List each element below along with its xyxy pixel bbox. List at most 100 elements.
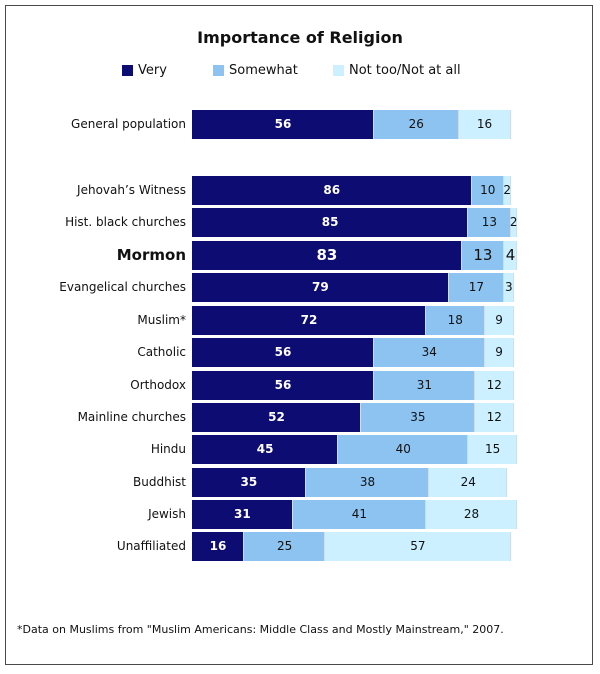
data-label-very-hindu: 45 [256, 442, 274, 456]
bar-very-mainline-churches [192, 403, 361, 432]
data-label-very-hist-black-churches: 85 [321, 215, 339, 229]
bar-not-too-mainline-churches [474, 403, 514, 432]
category-label-evangelical-churches: Evangelical churches [59, 280, 186, 294]
legend-item-very: Very [122, 63, 167, 78]
bar-not-too-buddhist [429, 468, 508, 497]
bar-somewhat-evangelical-churches [448, 273, 504, 302]
data-label-not-too-evangelical-churches: 3 [505, 280, 513, 294]
chart-frame [5, 5, 593, 665]
bar-very-catholic [192, 338, 374, 367]
data-label-very-general-population: 56 [274, 117, 292, 131]
data-label-somewhat-general-population: 26 [408, 117, 424, 131]
legend-swatch-not-too [333, 65, 344, 76]
legend-item-somewhat: Somewhat [213, 63, 298, 78]
data-label-not-too-hist-black-churches: 2 [509, 215, 518, 229]
data-label-not-too-catholic: 9 [495, 345, 503, 359]
data-label-very-evangelical-churches: 79 [312, 280, 329, 294]
category-label-jewish: Jewish [148, 507, 186, 521]
bar-somewhat-mormon [461, 241, 504, 270]
bar-very-mormon [192, 241, 462, 270]
data-label-not-too-mormon: 4 [505, 246, 516, 264]
bar-somewhat-buddhist [305, 468, 430, 497]
bar-somewhat-general-population [374, 110, 459, 139]
bar-not-too-hist-black-churches [510, 208, 517, 237]
chart-title: Importance of Religion [197, 28, 403, 47]
category-label-buddhist: Buddhist [133, 475, 186, 489]
data-label-not-too-orthodox: 12 [486, 378, 502, 392]
data-label-very-jehovah-s-witness: 86 [323, 183, 341, 197]
bar-not-too-jewish [426, 500, 517, 529]
data-label-somewhat-catholic: 34 [421, 345, 437, 359]
bar-somewhat-catholic [374, 338, 485, 367]
legend: Very Somewhat Not too/Not at all [0, 63, 600, 81]
bar-very-muslim [192, 306, 426, 335]
data-label-not-too-muslim: 9 [495, 313, 503, 327]
data-label-somewhat-jewish: 41 [351, 507, 368, 521]
category-label-orthodox: Orthodox [130, 378, 186, 392]
data-label-not-too-jehovah-s-witness: 2 [503, 183, 512, 197]
bar-not-too-orthodox [474, 371, 514, 400]
bar-somewhat-hist-black-churches [468, 208, 511, 237]
data-label-very-catholic: 56 [274, 345, 292, 359]
category-label-muslim: Muslim* [137, 313, 186, 327]
legend-item-not-too: Not too/Not at all [333, 63, 461, 78]
category-label-jehovah-s-witness: Jehovah’s Witness [77, 183, 186, 197]
bar-very-jewish [192, 500, 293, 529]
bar-not-too-catholic [484, 338, 514, 367]
data-label-not-too-mainline-churches: 12 [486, 410, 502, 424]
bar-not-too-hindu [468, 435, 517, 464]
category-label-general-population: General population [71, 117, 186, 131]
bar-not-too-jehovah-s-witness [504, 176, 511, 205]
bar-very-hindu [192, 435, 339, 464]
data-label-not-too-buddhist: 24 [460, 475, 476, 489]
data-label-somewhat-hist-black-churches: 13 [481, 215, 498, 229]
legend-label-not-too: Not too/Not at all [349, 63, 461, 78]
data-label-not-too-hindu: 15 [484, 442, 501, 456]
data-label-very-unaffiliated: 16 [209, 539, 227, 553]
bar-very-evangelical-churches [192, 273, 449, 302]
bar-not-too-general-population [458, 110, 511, 139]
data-label-very-muslim: 72 [300, 313, 318, 327]
data-label-very-jewish: 31 [234, 507, 251, 521]
data-label-not-too-unaffiliated: 57 [410, 539, 426, 553]
category-label-unaffiliated: Unaffiliated [116, 539, 186, 553]
bar-very-unaffiliated [192, 532, 244, 561]
bar-somewhat-orthodox [374, 371, 475, 400]
data-label-somewhat-buddhist: 38 [359, 475, 376, 489]
data-label-very-mainline-churches: 52 [268, 410, 285, 424]
data-label-not-too-general-population: 16 [476, 117, 493, 131]
legend-swatch-somewhat [213, 65, 224, 76]
bar-not-too-muslim [484, 306, 514, 335]
data-label-very-mormon: 83 [316, 246, 338, 264]
bar-very-buddhist [192, 468, 306, 497]
bar-somewhat-jewish [292, 500, 426, 529]
bar-very-orthodox [192, 371, 374, 400]
bar-somewhat-unaffiliated [244, 532, 326, 561]
bar-not-too-mormon [504, 241, 517, 270]
data-label-somewhat-muslim: 18 [447, 313, 463, 327]
legend-swatch-very [122, 65, 133, 76]
data-label-not-too-jewish: 28 [463, 507, 480, 521]
bar-very-jehovah-s-witness [192, 176, 472, 205]
data-label-somewhat-mormon: 13 [473, 246, 493, 264]
category-label-hist-black-churches: Hist. black churches [65, 215, 186, 229]
category-label-mainline-churches: Mainline churches [77, 410, 186, 424]
bar-not-too-unaffiliated [325, 532, 511, 561]
bar-not-too-evangelical-churches [504, 273, 514, 302]
footnote: *Data on Muslims from "Muslim Americans:… [17, 623, 504, 636]
data-label-somewhat-evangelical-churches: 17 [468, 280, 485, 294]
data-label-somewhat-hindu: 40 [395, 442, 411, 456]
bar-very-hist-black-churches [192, 208, 469, 237]
bar-somewhat-mainline-churches [361, 403, 475, 432]
category-label-mormon: Mormon [116, 246, 186, 264]
category-label-hindu: Hindu [150, 442, 186, 456]
bar-somewhat-muslim [426, 306, 485, 335]
bar-somewhat-hindu [338, 435, 469, 464]
category-label-catholic: Catholic [137, 345, 186, 359]
legend-label-somewhat: Somewhat [229, 63, 298, 78]
data-label-somewhat-orthodox: 31 [416, 378, 433, 392]
bar-somewhat-jehovah-s-witness [471, 176, 504, 205]
data-label-somewhat-jehovah-s-witness: 10 [480, 183, 496, 197]
data-label-very-orthodox: 56 [274, 378, 292, 392]
data-label-somewhat-unaffiliated: 25 [276, 539, 293, 553]
